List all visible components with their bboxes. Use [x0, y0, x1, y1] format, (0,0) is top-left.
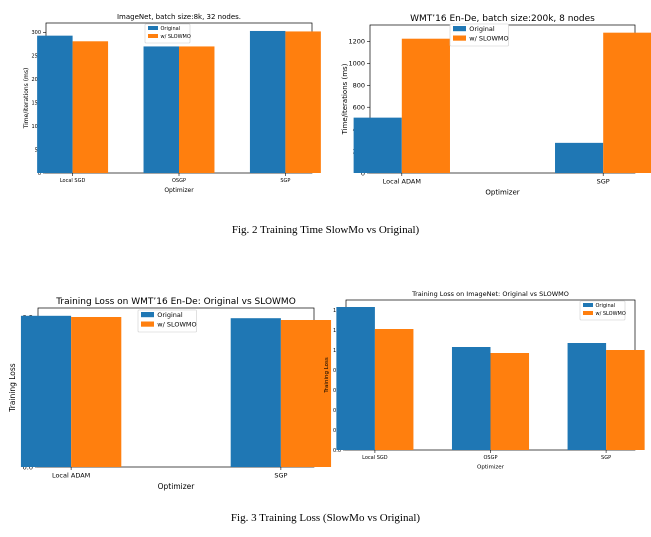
legend-swatch-w-slowmo: [148, 34, 158, 38]
bar-original-local-sgd: [336, 307, 375, 450]
legend-label-original: Original: [596, 303, 616, 309]
x-tick-label: SGP: [274, 472, 287, 480]
y-axis-label: Training Loss: [8, 363, 17, 413]
chart-title: Training Loss on WMT’16 En-De: Original …: [55, 297, 296, 307]
x-tick-label: SGP: [280, 178, 290, 184]
chart-wmt-time: WMT’16 En-De, batch size:200k, 8 nodes02…: [328, 8, 651, 203]
legend-swatch-original: [141, 312, 154, 318]
chart-imagenet-loss: Training Loss on ImageNet: Original vs S…: [324, 285, 645, 480]
legend-swatch-original: [148, 26, 158, 30]
x-tick-label: OSGP: [484, 455, 498, 461]
y-tick-label: 150: [31, 100, 41, 106]
chart-title: Training Loss on ImageNet: Original vs S…: [411, 290, 569, 298]
y-tick-label: 1000: [348, 60, 365, 68]
y-tick-label: 0: [361, 169, 365, 177]
x-tick-label: Local SGD: [60, 178, 86, 184]
y-tick-label: 0.0: [23, 463, 33, 471]
x-tick-label: Local ADAM: [383, 178, 421, 186]
y-tick-label: 600: [353, 103, 365, 111]
bar-original-sgp: [249, 30, 286, 173]
bar-original-sgp: [555, 142, 604, 173]
bar-original-local-sgd: [37, 35, 73, 173]
y-axis-label: Training Loss: [324, 357, 330, 394]
bar-original-local-adam: [353, 117, 402, 173]
y-tick-label: 300: [31, 30, 41, 36]
bar-w-slowmo-sgp: [606, 350, 645, 450]
x-axis-label: Optimizer: [158, 482, 196, 491]
y-tick-label: 800: [353, 82, 365, 90]
legend-label-original: Original: [157, 311, 183, 319]
y-tick-label: 0: [38, 171, 41, 177]
bar-w-slowmo-local-adam: [401, 38, 450, 173]
x-axis-label: Optimizer: [164, 187, 194, 194]
legend-swatch-original: [583, 303, 593, 307]
bar-w-slowmo-sgp: [285, 31, 321, 173]
figure-caption-fig2: Fig. 2 Training Time SlowMo vs Original): [231, 224, 420, 236]
y-tick-label: 200: [31, 77, 41, 83]
bar-w-slowmo-osgp: [179, 46, 215, 173]
chart-imagenet-time: ImageNet, batch size:8k, 32 nodes.050100…: [8, 8, 321, 203]
chart-svg: ImageNet, batch size:8k, 32 nodes.050100…: [23, 13, 321, 194]
legend-label-original: Original: [161, 26, 181, 32]
bar-w-slowmo-sgp: [280, 320, 332, 467]
legend-label-w-slowmo: w/ SLOWMO: [161, 34, 191, 40]
y-axis-label: Time/iterations (ms): [341, 63, 349, 135]
chart-svg: Training Loss on WMT’16 En-De: Original …: [8, 297, 332, 491]
legend-swatch-w-slowmo: [453, 35, 466, 41]
legend-label-w-slowmo: w/ SLOWMO: [157, 321, 196, 329]
chart-svg: WMT’16 En-De, batch size:200k, 8 nodes02…: [341, 14, 651, 197]
bar-w-slowmo-local-sgd: [374, 329, 414, 450]
x-tick-label: OSGP: [172, 178, 186, 184]
legend-label-w-slowmo: w/ SLOWMO: [596, 311, 626, 317]
bar-original-osgp: [451, 347, 491, 450]
chart-svg: Training Loss on ImageNet: Original vs S…: [324, 290, 645, 471]
y-axis-label: Time/iterations (ms): [23, 68, 30, 130]
y-tick-label: 1200: [348, 38, 365, 46]
chart-title: ImageNet, batch size:8k, 32 nodes.: [117, 13, 241, 21]
legend-swatch-w-slowmo: [583, 311, 593, 315]
y-tick-label: 250: [31, 54, 41, 60]
x-tick-label: Local ADAM: [52, 472, 90, 480]
x-tick-label: SGP: [597, 178, 610, 186]
bar-original-sgp: [230, 318, 281, 467]
bar-w-slowmo-sgp: [603, 32, 651, 173]
bar-original-sgp: [567, 343, 607, 450]
bar-w-slowmo-osgp: [490, 353, 530, 450]
y-tick-label: 0.0: [333, 448, 341, 454]
x-tick-label: SGP: [601, 455, 611, 461]
x-tick-label: Local SGD: [362, 455, 388, 461]
bar-original-local-adam: [20, 315, 72, 467]
chart-title: WMT’16 En-De, batch size:200k, 8 nodes: [410, 14, 595, 24]
legend-swatch-w-slowmo: [141, 321, 154, 327]
x-axis-label: Optimizer: [477, 465, 505, 471]
bar-w-slowmo-local-adam: [71, 317, 122, 467]
figure-caption-fig3: Fig. 3 Training Loss (SlowMo vs Original…: [230, 512, 421, 524]
x-axis-label: Optimizer: [485, 189, 519, 197]
legend-label-original: Original: [469, 25, 495, 33]
legend-label-w-slowmo: w/ SLOWMO: [469, 35, 508, 43]
legend-swatch-original: [453, 26, 466, 32]
y-tick-label: 100: [31, 124, 41, 130]
bar-w-slowmo-local-sgd: [72, 41, 109, 173]
chart-wmt-loss: Training Loss on WMT’16 En-De: Original …: [8, 290, 332, 500]
bar-original-osgp: [143, 46, 179, 173]
